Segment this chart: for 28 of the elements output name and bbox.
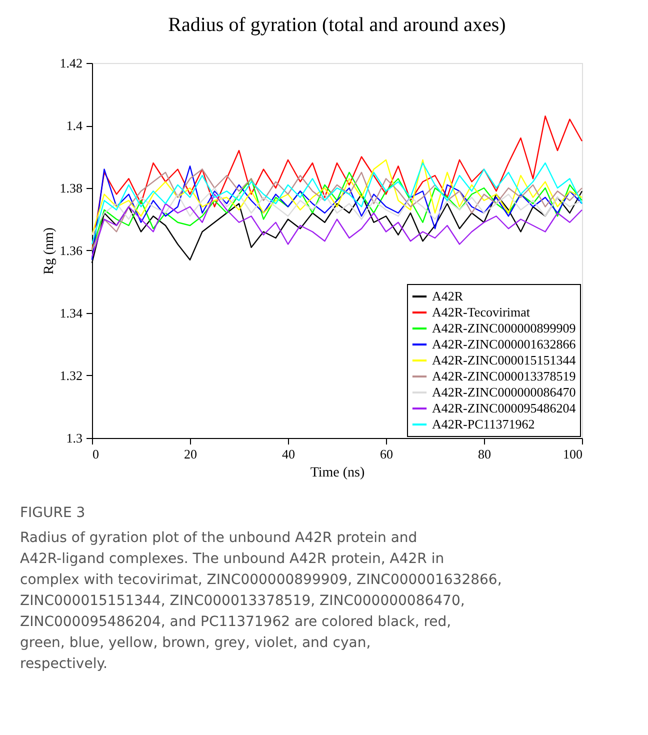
y-tick-label: 1.38 — [60, 180, 82, 196]
legend-label: A42R-PC11371962 — [432, 416, 535, 432]
y-tick-label: 1.3 — [66, 430, 82, 446]
x-tick-label: 0 — [92, 446, 99, 462]
chart-title: Radius of gyration (total and around axes) — [168, 14, 506, 36]
y-axis-title: Rg (nm) — [42, 227, 57, 275]
x-axis-title: Time (ns) — [310, 466, 365, 480]
text: Radius of gyration plot of the unbound A42R protein and A42R-ligand complexes. The unbound A42R protein, A42R in complex with tecovirimat, ZINC000000899909, ZINC000001632866, ZINC000015151344, ZINC000013378519, ZINC000000086470, ZINC000095486204, and PC11371962 are colored black, red, green, blue, yellow, brown, grey, violet, and cyan, respectively. — [20, 530, 502, 672]
y-tick-label: 1.4 — [66, 118, 83, 133]
x-tick-label: 80 — [478, 446, 491, 462]
legend-label: A42R-ZINC000095486204 — [432, 400, 576, 416]
y-tick-label: 1.34 — [60, 306, 83, 320]
legend-label: A42R-Tecovirimat — [432, 304, 530, 320]
y-tick-label: 1.42 — [60, 56, 82, 70]
legend-label: A42R-ZINC000001632866 — [432, 336, 576, 352]
x-tick-label: 40 — [282, 446, 295, 462]
x-tick-label: 60 — [380, 446, 393, 462]
legend-label: A42R-ZINC000000899909 — [432, 320, 576, 336]
x-tick-label: 100 — [563, 446, 582, 462]
y-tick-label: 1.32 — [60, 368, 82, 383]
x-tick-label: 20 — [184, 446, 197, 462]
legend-label: A42R-ZINC000013378519 — [432, 368, 576, 384]
y-tick-label: 1.36 — [60, 243, 83, 258]
legend-label: A42R-ZINC000000086470 — [432, 384, 576, 400]
line-series — [91, 116, 583, 252]
legend-label: A42R — [432, 288, 464, 304]
legend-label: A42R-ZINC000015151344 — [432, 352, 576, 368]
caption: FIGURE 3 — [20, 505, 86, 521]
